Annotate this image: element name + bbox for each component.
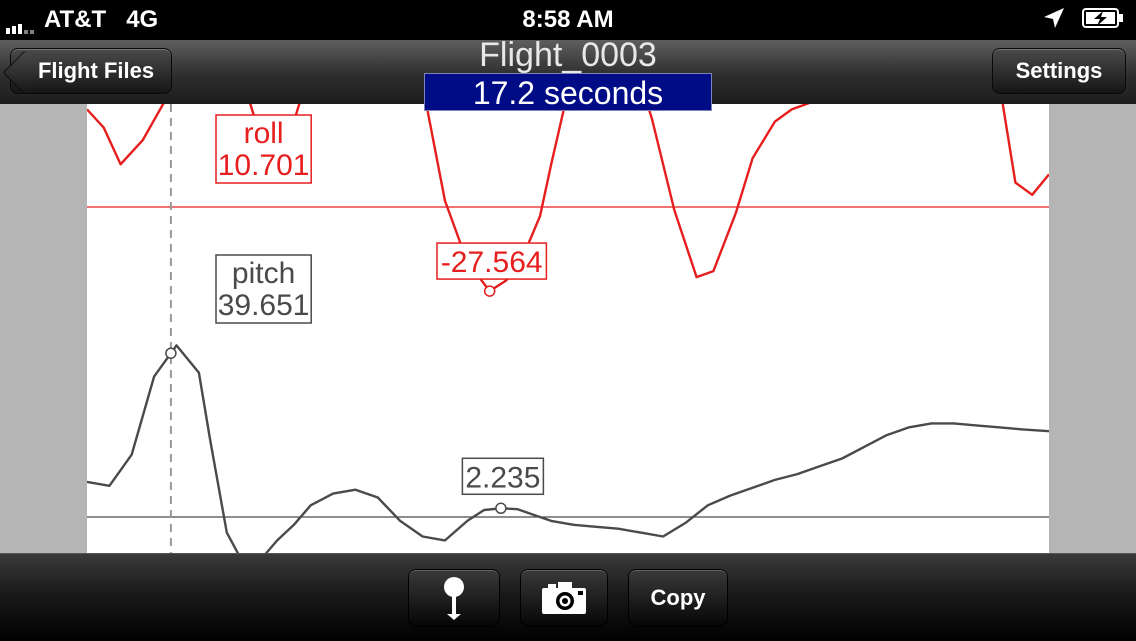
roll-extreme-label-text: -27.564 — [441, 246, 543, 279]
pitch-extreme-marker — [495, 502, 507, 515]
pitch-cursor-label-text: 39.651 — [218, 289, 310, 322]
pin-icon — [444, 577, 464, 620]
roll-cursor-label-box — [215, 114, 312, 184]
roll-cursor-label-text: roll — [244, 117, 284, 150]
pitch-cursor-label-box — [215, 254, 312, 324]
pitch-extreme-label-box — [461, 457, 545, 496]
status-time: 8:58 AM — [522, 6, 614, 33]
screenshot-button[interactable] — [520, 569, 608, 627]
status-right — [1042, 6, 1124, 30]
pitch-series-line — [87, 344, 1049, 553]
status-left: AT&T 4G — [6, 6, 158, 34]
settings-button[interactable]: Settings — [992, 48, 1126, 94]
navigation-bar: Flight Files Flight_0003 17.2 seconds Se… — [0, 36, 1136, 111]
battery-charging-icon — [1082, 8, 1123, 28]
status-bar: AT&T 4G 8:58 AM — [0, 0, 1136, 40]
roll-extreme-label-box — [436, 242, 548, 280]
location-arrow-icon — [1044, 8, 1064, 28]
pitch-cursor-marker — [165, 347, 177, 359]
network-type: 4G — [126, 6, 159, 33]
marker-button[interactable] — [408, 569, 500, 627]
bottom-toolbar: Copy — [0, 553, 1136, 641]
copy-button[interactable]: Copy — [628, 569, 728, 627]
pitch-cursor-label-text: pitch — [232, 257, 295, 290]
roll-extreme-marker — [483, 285, 496, 297]
flight-files-back-button[interactable]: Flight Files — [2, 48, 172, 95]
carrier-name: AT&T — [44, 6, 107, 33]
duration-badge: 17.2 seconds — [424, 73, 712, 111]
back-button-label: Flight Files — [37, 58, 155, 83]
pitch-extreme-label-text: 2.235 — [465, 461, 540, 494]
page-title: Flight_0003 — [479, 36, 657, 74]
flight-chart[interactable]: roll 10.701 pitch 39.651 -27.564 2.235 — [87, 104, 1049, 553]
signal-strength-icon — [6, 16, 34, 34]
roll-cursor-label-text: 10.701 — [218, 149, 310, 182]
camera-icon — [542, 582, 586, 614]
